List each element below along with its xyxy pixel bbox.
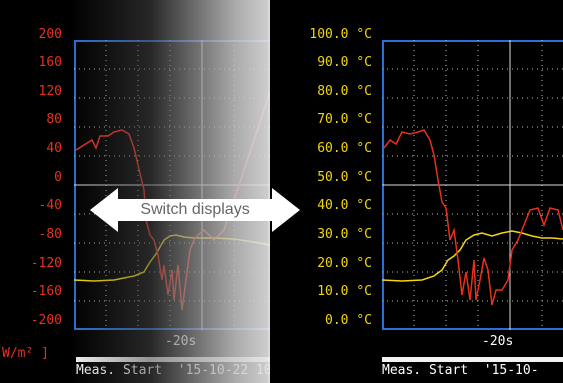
right-y-axis: 100.0 °C 90.0 °C 80.0 °C 70.0 °C 60.0 °C… bbox=[270, 0, 563, 383]
y-tick: 50.0 °C bbox=[317, 170, 372, 185]
fade-seam bbox=[268, 0, 270, 383]
y-tick: 60.0 °C bbox=[317, 141, 372, 156]
right-graph bbox=[382, 40, 563, 330]
y-tick: -160 bbox=[30, 284, 62, 299]
unit-label: W/m² ] bbox=[2, 346, 49, 361]
y-tick: 40 bbox=[46, 141, 62, 156]
switch-displays-label: Switch displays bbox=[140, 201, 250, 218]
y-tick: 0 bbox=[54, 170, 62, 185]
left-graph bbox=[74, 40, 270, 330]
y-tick: 160 bbox=[38, 55, 62, 70]
y-tick: 120 bbox=[38, 84, 62, 99]
y-tick: 0.0 °C bbox=[325, 313, 372, 328]
y-tick: 10.0 °C bbox=[317, 284, 372, 299]
y-tick: 70.0 °C bbox=[317, 112, 372, 127]
y-tick: 200 bbox=[38, 27, 62, 42]
switch-displays-button[interactable]: Switch displays bbox=[90, 186, 300, 234]
time-axis-label: -20s bbox=[482, 334, 514, 349]
double-arrow-icon bbox=[90, 188, 300, 232]
y-tick: 40.0 °C bbox=[317, 198, 372, 213]
measurement-start: Meas. Start '15-10- bbox=[382, 363, 539, 378]
yellow-trace bbox=[382, 230, 563, 282]
measurement-start: Meas. Start '15-10-22 10 bbox=[76, 363, 270, 378]
y-tick: -40 bbox=[38, 198, 62, 213]
red-trace bbox=[383, 129, 563, 306]
y-tick: 30.0 °C bbox=[317, 227, 372, 242]
y-tick: 90.0 °C bbox=[317, 55, 372, 70]
right-display: 100.0 °C 90.0 °C 80.0 °C 70.0 °C 60.0 °C… bbox=[270, 0, 563, 383]
y-tick: 100.0 °C bbox=[309, 27, 372, 42]
time-axis-label: -20s bbox=[165, 334, 197, 349]
y-tick: -120 bbox=[30, 256, 62, 271]
y-tick: -200 bbox=[30, 313, 62, 328]
status-bar bbox=[382, 357, 563, 362]
y-tick: 80 bbox=[46, 112, 62, 127]
y-tick: -80 bbox=[38, 227, 62, 242]
status-bar bbox=[76, 357, 270, 362]
y-tick: 80.0 °C bbox=[317, 84, 372, 99]
y-tick: 20.0 °C bbox=[317, 256, 372, 271]
